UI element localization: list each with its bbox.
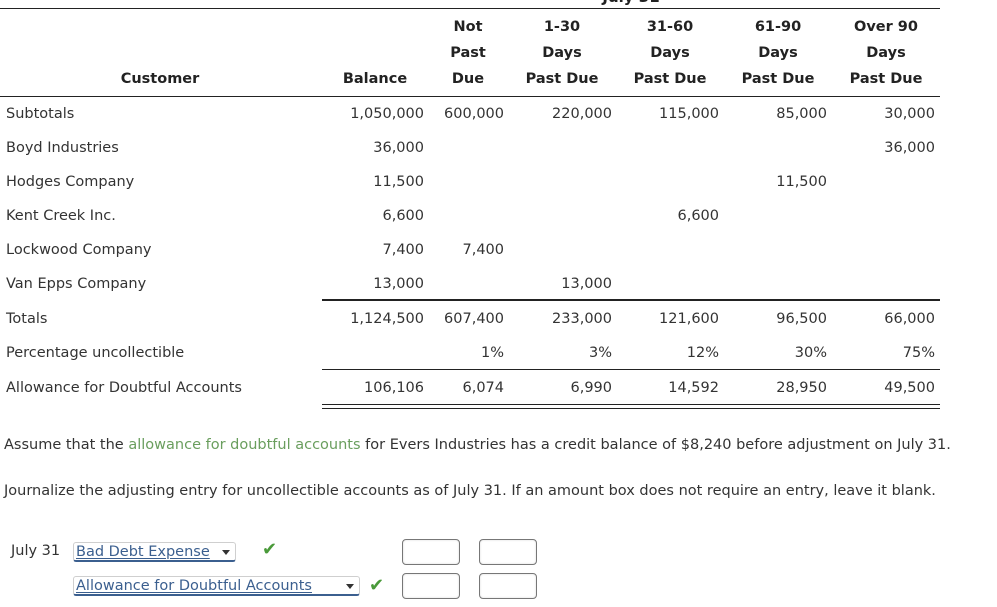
header-balance: Balance xyxy=(342,71,408,87)
table-row: Lockwood Company 7,400 7,400 xyxy=(6,242,504,258)
table-row-percentage: Percentage uncollectible 1% 3% 12% 30% 7… xyxy=(6,345,935,361)
header-not-past-due: Not Past Due xyxy=(450,19,486,87)
chevron-down-icon xyxy=(346,584,354,589)
table-row-subtotals: Subtotals 1,050,000 600,000 220,000 115,… xyxy=(6,106,935,122)
table-title-cut: July 31 xyxy=(322,0,940,8)
journal-date: July 31 xyxy=(11,543,61,559)
debit-amount-input-row2[interactable] xyxy=(402,573,460,599)
table-row-totals: Totals 1,124,500 607,400 233,000 121,600… xyxy=(6,311,935,327)
table-header: Customer Balance Not Past Due 1-30 Days … xyxy=(0,14,940,97)
checkmark-icon: ✔ xyxy=(369,575,385,596)
account-select-debit[interactable]: Bad Debt Expense xyxy=(73,542,236,562)
allowance-rule xyxy=(322,369,940,370)
checkmark-icon: ✔ xyxy=(262,539,278,560)
header-31-60: 31-60 Days Past Due xyxy=(633,19,707,87)
header-61-90: 61-90 Days Past Due xyxy=(741,19,815,87)
credit-amount-input-row1[interactable] xyxy=(479,539,537,565)
totals-rule xyxy=(322,299,940,301)
header-1-30: 1-30 Days Past Due xyxy=(525,19,599,87)
table-row: Van Epps Company 13,000 13,000 xyxy=(6,276,612,292)
table-row: Boyd Industries 36,000 36,000 xyxy=(6,140,935,156)
credit-amount-input-row2[interactable] xyxy=(479,573,537,599)
glossary-link-allowance[interactable]: allowance for doubtful accounts xyxy=(128,437,361,453)
top-rule xyxy=(0,8,940,9)
table-row-allowance: Allowance for Doubtful Accounts 106,106 … xyxy=(6,380,935,396)
instruction-paragraph-1: Assume that the allowance for doubtful a… xyxy=(4,437,951,453)
table-row: Kent Creek Inc. 6,600 6,600 xyxy=(6,208,719,224)
header-customer: Customer xyxy=(120,71,200,87)
chevron-down-icon xyxy=(222,550,230,555)
table-row: Hodges Company 11,500 11,500 xyxy=(6,174,827,190)
account-select-credit[interactable]: Allowance for Doubtful Accounts xyxy=(73,576,360,596)
instruction-paragraph-2: Journalize the adjusting entry for uncol… xyxy=(4,483,936,499)
header-over-90: Over 90 Days Past Due xyxy=(849,19,923,87)
double-underline xyxy=(322,404,940,409)
debit-amount-input-row1[interactable] xyxy=(402,539,460,565)
